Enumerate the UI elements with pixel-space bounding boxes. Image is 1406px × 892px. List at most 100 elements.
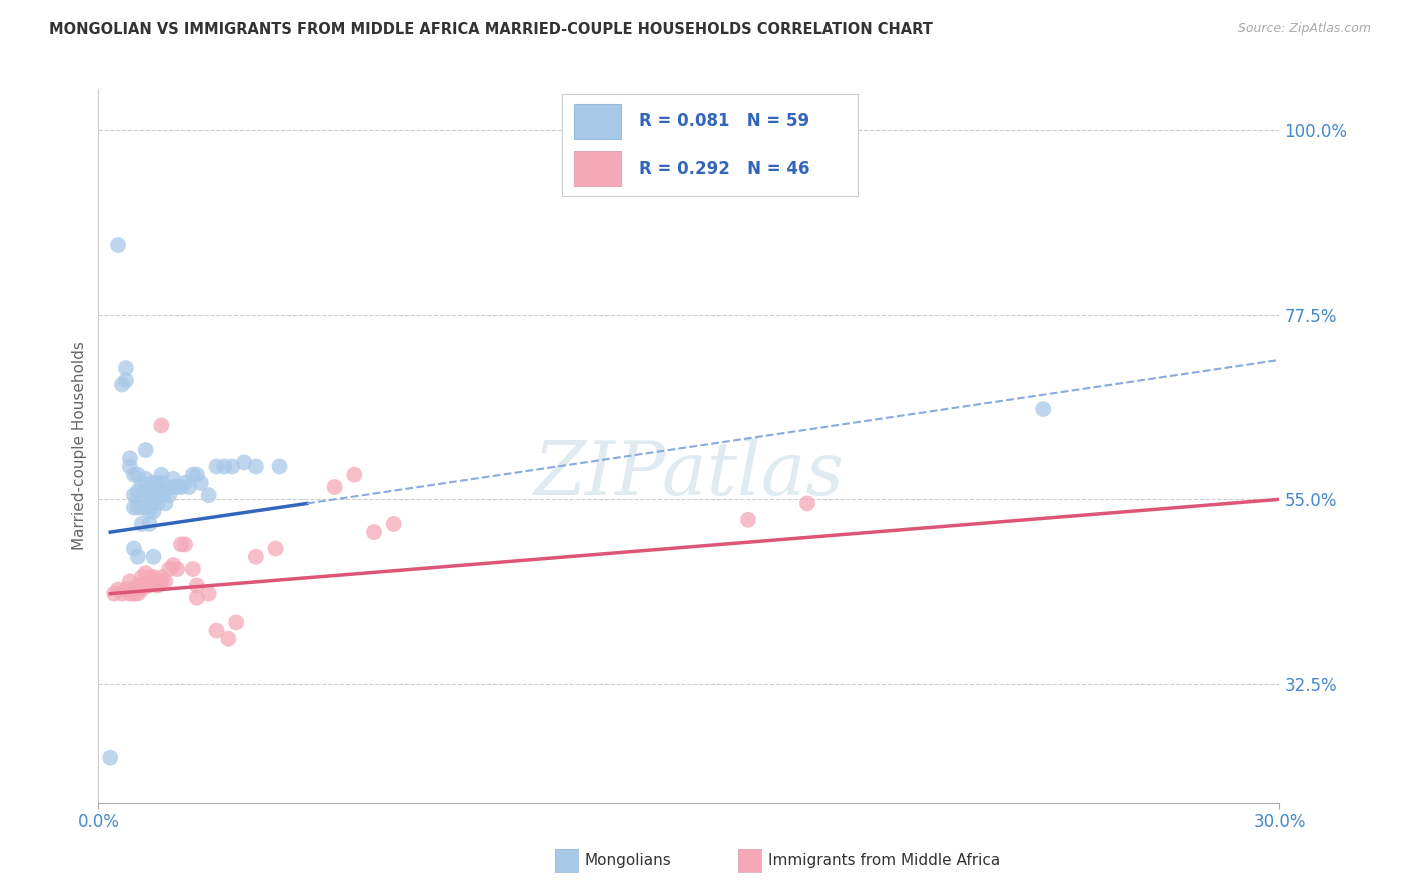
Point — [382, 516, 405, 531]
Point — [142, 475, 165, 490]
Point — [146, 475, 169, 490]
Point — [796, 496, 818, 510]
Point — [197, 488, 219, 502]
Point — [135, 443, 157, 458]
Point — [115, 373, 138, 387]
Point — [146, 574, 169, 589]
Point — [150, 488, 173, 502]
Point — [166, 480, 188, 494]
Point — [98, 750, 121, 764]
Point — [197, 587, 219, 601]
Point — [131, 475, 153, 490]
Point — [103, 587, 125, 601]
Point — [127, 484, 149, 499]
Point — [131, 582, 153, 597]
Point — [127, 582, 149, 597]
Point — [174, 537, 197, 551]
Point — [186, 578, 208, 592]
Text: MONGOLIAN VS IMMIGRANTS FROM MIDDLE AFRICA MARRIED-COUPLE HOUSEHOLDS CORRELATION: MONGOLIAN VS IMMIGRANTS FROM MIDDLE AFRI… — [49, 22, 934, 37]
Point — [146, 578, 169, 592]
Point — [323, 480, 346, 494]
Point — [135, 472, 157, 486]
Point — [142, 549, 165, 564]
Point — [138, 484, 160, 499]
Point — [162, 472, 184, 486]
Point — [343, 467, 366, 482]
Point — [131, 500, 153, 515]
Point — [737, 513, 759, 527]
Point — [150, 467, 173, 482]
Point — [155, 574, 177, 589]
Point — [363, 525, 385, 540]
Point — [233, 455, 256, 469]
Point — [157, 488, 180, 502]
Point — [111, 377, 134, 392]
Text: Immigrants from Middle Africa: Immigrants from Middle Africa — [768, 854, 1000, 868]
Point — [118, 587, 141, 601]
Point — [245, 549, 267, 564]
Point — [217, 632, 239, 646]
Point — [150, 475, 173, 490]
Point — [162, 480, 184, 494]
Point — [135, 578, 157, 592]
Point — [127, 467, 149, 482]
Point — [186, 467, 208, 482]
Point — [138, 516, 160, 531]
Point — [245, 459, 267, 474]
Point — [205, 459, 228, 474]
Point — [157, 562, 180, 576]
Point — [135, 566, 157, 581]
Point — [127, 500, 149, 515]
Point — [115, 582, 138, 597]
Point — [142, 570, 165, 584]
Point — [135, 500, 157, 515]
Point — [118, 459, 141, 474]
Point — [181, 562, 204, 576]
Point — [131, 578, 153, 592]
Point — [127, 587, 149, 601]
Point — [205, 624, 228, 638]
Point — [115, 361, 138, 376]
Point — [1032, 402, 1054, 417]
Point — [111, 587, 134, 601]
Point — [138, 505, 160, 519]
Point — [146, 496, 169, 510]
Point — [107, 582, 129, 597]
Text: Source: ZipAtlas.com: Source: ZipAtlas.com — [1237, 22, 1371, 36]
Point — [138, 570, 160, 584]
Text: ZIPatlas: ZIPatlas — [533, 438, 845, 511]
Y-axis label: Married-couple Households: Married-couple Households — [72, 342, 87, 550]
Point — [264, 541, 287, 556]
Point — [135, 484, 157, 499]
Text: R = 0.292   N = 46: R = 0.292 N = 46 — [640, 160, 810, 178]
Point — [150, 574, 173, 589]
Point — [166, 562, 188, 576]
Bar — [574, 104, 621, 139]
Point — [122, 488, 145, 502]
Point — [118, 574, 141, 589]
Point — [122, 500, 145, 515]
Point — [146, 480, 169, 494]
Point — [138, 496, 160, 510]
Point — [214, 459, 236, 474]
Point — [186, 591, 208, 605]
Point — [127, 549, 149, 564]
Text: Mongolians: Mongolians — [585, 854, 672, 868]
Point — [142, 574, 165, 589]
Point — [150, 570, 173, 584]
Point — [190, 475, 212, 490]
Point — [127, 578, 149, 592]
Point — [142, 484, 165, 499]
Point — [155, 496, 177, 510]
Point — [131, 570, 153, 584]
Point — [150, 418, 173, 433]
Point — [225, 615, 247, 630]
Point — [142, 492, 165, 507]
Text: R = 0.081   N = 59: R = 0.081 N = 59 — [640, 112, 810, 130]
Point — [170, 537, 193, 551]
Point — [177, 480, 200, 494]
Point — [131, 516, 153, 531]
Point — [269, 459, 291, 474]
Point — [122, 582, 145, 597]
Point — [146, 488, 169, 502]
